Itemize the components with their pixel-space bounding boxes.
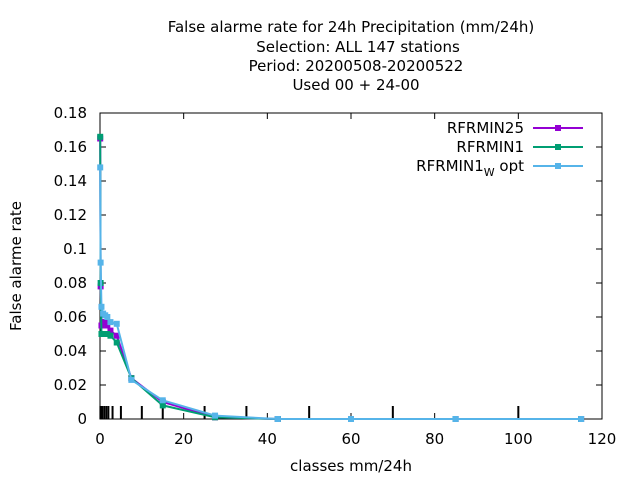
series-1-point-7 bbox=[113, 339, 120, 346]
series-2-point-6 bbox=[107, 319, 114, 326]
chart-title-line-3: Period: 20200508-20200522 bbox=[249, 57, 464, 75]
series-2-point-14 bbox=[578, 416, 585, 422]
series-1-point-6 bbox=[107, 332, 114, 339]
x-tick-label-5: 100 bbox=[504, 430, 533, 448]
legend-label-rfrmin25: RFRMIN25 bbox=[447, 119, 524, 137]
series-2-point-2 bbox=[98, 303, 105, 310]
x-tick-label-3: 60 bbox=[341, 430, 360, 448]
series-2 bbox=[97, 164, 585, 422]
series-0-point-6 bbox=[107, 327, 114, 334]
y-tick-label-1: 0.02 bbox=[54, 376, 87, 394]
series-1 bbox=[97, 133, 585, 422]
legend-samples bbox=[533, 125, 583, 169]
x-tick-label-4: 80 bbox=[425, 430, 444, 448]
series-0-point-4 bbox=[102, 319, 109, 326]
series-2-point-1 bbox=[97, 259, 104, 266]
series-line-2 bbox=[99, 167, 582, 420]
chart-title-line-2: Selection: ALL 147 stations bbox=[256, 38, 460, 56]
series-layer bbox=[97, 133, 585, 422]
plot-area bbox=[99, 112, 603, 420]
legend-label-rfrmin1w-sub: W bbox=[484, 166, 495, 179]
legend: RFRMIN25 RFRMIN1 RFRMIN1W opt bbox=[416, 119, 583, 179]
series-line-0 bbox=[99, 138, 582, 420]
chart-title: False alarme rate for 24h Precipitation … bbox=[168, 18, 535, 94]
legend-sample-marker-2 bbox=[555, 163, 561, 169]
y-tick-label-3: 0.06 bbox=[54, 308, 87, 326]
x-tick-label-0: 0 bbox=[95, 430, 105, 448]
series-2-point-12 bbox=[348, 416, 354, 422]
series-0 bbox=[97, 135, 585, 422]
y-tick-label-4: 0.08 bbox=[54, 274, 87, 292]
legend-label-rfrmin25-main: RFRMIN25 bbox=[447, 119, 524, 137]
y-tick-label-2: 0.04 bbox=[54, 342, 87, 360]
series-2-point-8 bbox=[128, 376, 135, 383]
legend-sample-marker-1 bbox=[555, 144, 561, 150]
y-axis-label: False alarme rate bbox=[7, 201, 25, 331]
y-tick-label-7: 0.14 bbox=[54, 172, 87, 190]
y-tick-label-0: 0 bbox=[77, 410, 87, 428]
chart-title-line-4: Used 00 + 24-00 bbox=[292, 76, 419, 94]
series-2-point-11 bbox=[274, 416, 281, 422]
chart-title-line-1: False alarme rate for 24h Precipitation … bbox=[168, 18, 535, 36]
x-axis-ticks: 0 20 40 60 80 100 120 bbox=[95, 113, 616, 448]
series-2-point-13 bbox=[452, 416, 459, 422]
legend-label-rfrmin1w-main: RFRMIN1 bbox=[416, 157, 484, 175]
y-axis-ticks: 0 0.02 0.04 0.06 0.08 0.1 0.12 0.14 0.16 0.18 bbox=[54, 104, 602, 428]
legend-label-rfrmin1: RFRMIN1 bbox=[456, 138, 524, 156]
x-tick-label-1: 20 bbox=[174, 430, 193, 448]
series-2-point-9 bbox=[159, 397, 166, 404]
legend-label-rfrmin1w-tail: opt bbox=[495, 157, 524, 175]
legend-label-rfrmin1w-opt: RFRMIN1W opt bbox=[416, 157, 524, 179]
series-2-point-10 bbox=[212, 412, 219, 419]
y-tick-label-6: 0.12 bbox=[54, 206, 87, 224]
series-line-1 bbox=[99, 136, 582, 420]
legend-label-rfrmin1-main: RFRMIN1 bbox=[456, 138, 524, 156]
y-tick-label-9: 0.18 bbox=[54, 104, 87, 122]
y-tick-label-5: 0.1 bbox=[63, 240, 87, 258]
series-1-point-9 bbox=[159, 402, 166, 409]
series-2-point-7 bbox=[113, 320, 120, 327]
series-0-point-5 bbox=[104, 322, 111, 329]
series-2-point-5 bbox=[104, 314, 111, 320]
series-0-point-7 bbox=[113, 332, 120, 339]
y-tick-label-8: 0.16 bbox=[54, 138, 87, 156]
x-tick-label-2: 40 bbox=[258, 430, 277, 448]
legend-sample-marker-0 bbox=[555, 125, 561, 131]
plot-frame bbox=[99, 112, 603, 420]
x-axis-label: classes mm/24h bbox=[290, 457, 412, 475]
series-1-point-5 bbox=[104, 331, 111, 337]
series-1-point-0 bbox=[97, 133, 104, 140]
x-tick-label-6: 120 bbox=[588, 430, 617, 448]
series-2-point-0 bbox=[97, 164, 104, 171]
